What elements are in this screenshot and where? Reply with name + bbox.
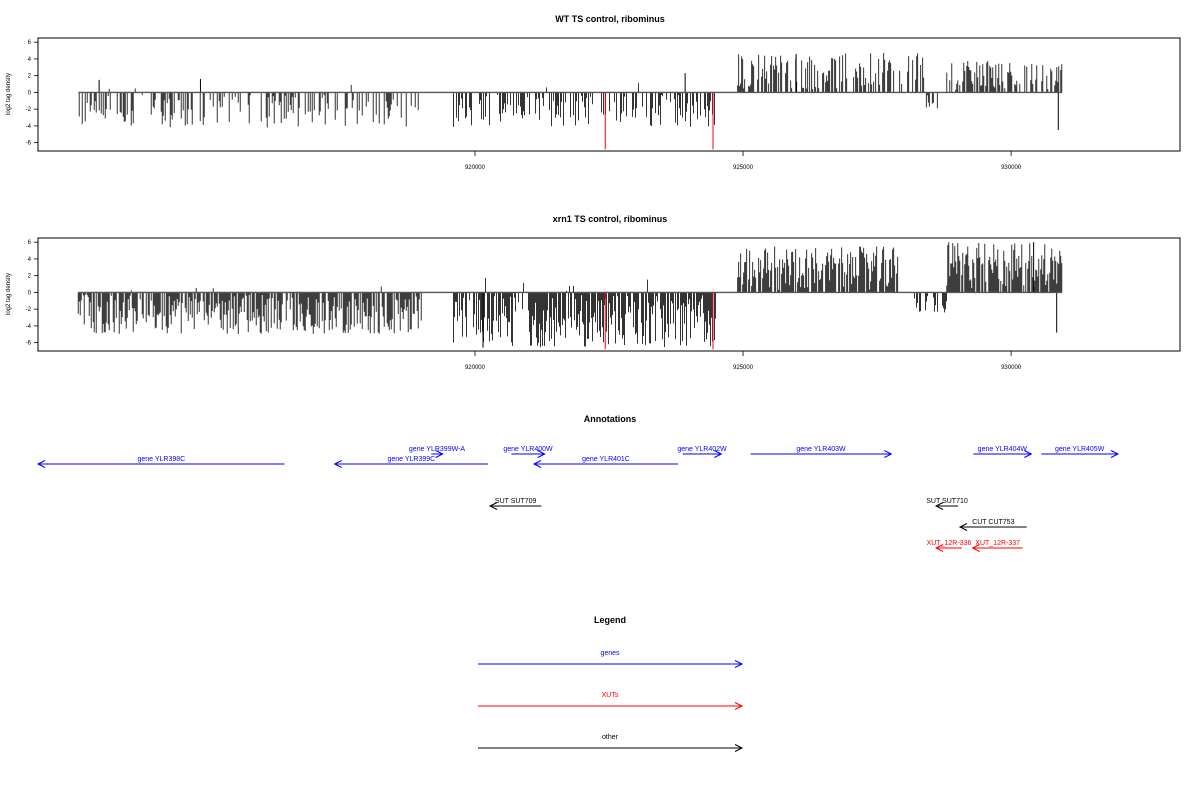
y-tick-label: 0: [28, 290, 32, 296]
y-tick-label: 4: [28, 57, 32, 63]
legend-arrowhead: [734, 702, 744, 710]
y-tick-label: -6: [26, 341, 32, 347]
wt-tag-density-panel: WT TS control, ribominus log2 tag densit…: [6, 14, 1181, 171]
feature-arrowhead: [36, 460, 46, 468]
wt-y-axis-label: log2 tag density: [6, 73, 12, 115]
y-tick-label: 4: [28, 257, 32, 263]
xrn1-tag-density-panel: xrn1 TS control, ribominus log2 tag dens…: [6, 214, 1181, 371]
y-tick-label: 2: [28, 274, 32, 280]
legend-arrowhead: [734, 744, 744, 752]
feature-label: SUT SUT710: [926, 498, 968, 505]
annotation-feature: gene YLR401C: [532, 456, 678, 468]
legend-item-other: other: [478, 734, 744, 752]
annotation-feature: XUT_12R-337: [971, 540, 1023, 552]
legend-label: other: [602, 734, 619, 741]
feature-arrowhead: [714, 450, 723, 458]
legend-title: Legend: [594, 615, 626, 625]
feature-label: SUT SUT709: [495, 498, 537, 505]
y-tick-label: -2: [26, 107, 32, 113]
wt-y-axis: 6 4 2 0 -2 -4 -6: [26, 40, 39, 147]
xrn1-y-axis-label: log2 tag density: [6, 273, 12, 315]
y-tick-label: 6: [28, 240, 32, 246]
feature-arrowhead: [934, 502, 944, 510]
xrn1-highlight-lines: [604, 292, 714, 350]
feature-label: gene YLR399C: [387, 456, 435, 463]
feature-arrowhead: [1110, 450, 1120, 458]
annotation-feature: gene YLR400W: [503, 446, 553, 458]
annotation-feature: gene YLR402W: [677, 446, 727, 458]
feature-label: gene YLR404W: [978, 446, 1028, 453]
feature-arrowhead: [532, 460, 542, 468]
feature-arrowhead: [1024, 450, 1033, 458]
feature-arrowhead: [537, 450, 546, 458]
x-tick-label: 925000: [733, 365, 754, 371]
feature-label: gene YLR400W: [503, 446, 553, 453]
annotations-title: Annotations: [584, 414, 637, 424]
y-tick-label: 6: [28, 40, 32, 46]
wt-panel-title: WT TS control, ribominus: [555, 14, 665, 24]
feature-label: gene YLR402W: [677, 446, 727, 453]
annotation-feature: SUT SUT710: [926, 498, 968, 510]
annotation-features: gene YLR398C gene YLR399C gene YLR399W-A ge…: [36, 446, 1120, 552]
feature-arrowhead: [435, 450, 444, 458]
wt-plot-frame: [37, 37, 1181, 152]
legend: Legend genes XUTs other: [478, 615, 744, 752]
feature-label: XUT_12R-336: [927, 540, 972, 547]
wt-x-axis: 920000 925000 930000: [465, 150, 1022, 171]
y-tick-label: -4: [26, 124, 32, 130]
y-tick-label: -6: [26, 141, 32, 147]
xrn1-x-axis: 920000 925000 930000: [465, 350, 1022, 371]
feature-label: gene YLR401C: [582, 456, 630, 463]
feature-label: gene YLR399W-A: [409, 446, 465, 453]
feature-arrowhead: [488, 502, 498, 510]
legend-label: genes: [600, 650, 620, 657]
y-tick-label: 2: [28, 74, 32, 80]
feature-label: CUT CUT753: [972, 519, 1014, 526]
xrn1-density-bars: [77, 242, 1063, 348]
feature-label: XUT_12R-337: [975, 540, 1020, 547]
y-tick-label: -4: [26, 324, 32, 330]
legend-item-xuts: XUTs: [478, 692, 744, 710]
feature-label: gene YLR403W: [796, 446, 846, 453]
feature-arrowhead: [884, 450, 893, 458]
annotation-feature: XUT_12R-336: [927, 540, 972, 552]
legend-item-genes: genes: [478, 650, 744, 668]
annotation-feature: gene YLR399C: [333, 456, 488, 468]
annotation-feature: gene YLR404W: [973, 446, 1033, 458]
feature-label: gene YLR398C: [137, 456, 185, 463]
x-tick-label: 925000: [733, 165, 754, 171]
wt-density-bars: [78, 53, 1063, 131]
y-tick-label: -2: [26, 307, 32, 313]
annotation-feature: gene YLR403W: [750, 446, 893, 458]
legend-label: XUTs: [602, 692, 619, 699]
feature-arrowhead: [333, 460, 342, 468]
xrn1-panel-title: xrn1 TS control, ribominus: [553, 214, 668, 224]
feature-arrowhead: [934, 544, 944, 552]
annotation-feature: gene YLR399W-A: [409, 446, 465, 458]
x-tick-label: 920000: [465, 365, 486, 371]
y-tick-label: 0: [28, 90, 32, 96]
x-tick-label: 920000: [465, 165, 486, 171]
annotation-feature: CUT CUT753: [958, 519, 1027, 531]
feature-arrowhead: [971, 544, 980, 552]
x-tick-label: 930000: [1001, 365, 1022, 371]
annotations-track: Annotations gene YLR398C gene YLR399Cgene…: [36, 414, 1120, 552]
feature-label: gene YLR405W: [1055, 446, 1105, 453]
annotation-feature: gene YLR405W: [1041, 446, 1120, 458]
x-tick-label: 930000: [1001, 165, 1022, 171]
legend-arrowhead: [734, 660, 744, 668]
annotation-feature: SUT SUT709: [488, 498, 542, 510]
xrn1-y-axis: 6 4 2 0 -2 -4 -6: [26, 240, 39, 347]
legend-items: genes XUTs other: [478, 650, 744, 752]
annotation-feature: gene YLR398C: [36, 456, 285, 468]
feature-arrowhead: [958, 523, 968, 531]
wt-highlight-lines: [604, 92, 714, 150]
